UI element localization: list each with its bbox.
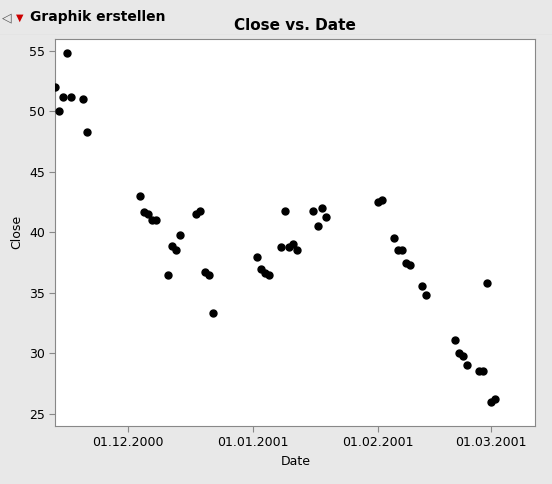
Point xyxy=(204,271,213,279)
Point xyxy=(2,93,11,101)
Point xyxy=(317,204,326,212)
Point xyxy=(144,210,152,218)
Point xyxy=(321,213,330,221)
Point xyxy=(26,126,35,134)
Point xyxy=(418,282,427,289)
Point xyxy=(261,270,269,277)
Point xyxy=(35,81,44,89)
Y-axis label: Close: Close xyxy=(10,215,23,249)
Point xyxy=(422,291,431,299)
Point xyxy=(192,210,201,218)
Point xyxy=(454,349,463,357)
Point xyxy=(264,271,273,279)
Point xyxy=(136,192,145,200)
Point xyxy=(285,243,294,251)
Point xyxy=(463,362,471,369)
Point xyxy=(281,207,290,214)
Point xyxy=(313,222,322,230)
Point xyxy=(200,268,209,276)
Point xyxy=(309,207,318,214)
Point xyxy=(293,246,302,254)
Point xyxy=(30,156,39,164)
Point xyxy=(374,198,383,206)
Point xyxy=(67,93,76,101)
Point xyxy=(482,279,491,287)
Point xyxy=(257,265,266,272)
Point xyxy=(450,336,459,344)
Point xyxy=(172,246,181,254)
Title: Close vs. Date: Close vs. Date xyxy=(235,18,356,33)
Point xyxy=(487,398,496,406)
Point xyxy=(59,93,68,101)
Point xyxy=(39,77,47,85)
Point xyxy=(277,243,285,251)
Point xyxy=(398,246,407,254)
Point xyxy=(208,310,217,318)
Point xyxy=(79,95,88,103)
Point xyxy=(289,241,298,248)
Point xyxy=(253,253,262,260)
Point xyxy=(152,216,161,224)
Point xyxy=(458,352,467,360)
Point xyxy=(176,231,185,239)
Point xyxy=(168,242,177,250)
Point xyxy=(164,271,173,279)
Point xyxy=(378,196,386,203)
Point xyxy=(7,89,15,97)
Text: ◁: ◁ xyxy=(2,11,12,24)
Point xyxy=(196,207,205,214)
Point xyxy=(390,235,399,242)
Point xyxy=(147,216,156,224)
Point xyxy=(402,258,411,266)
Point xyxy=(23,132,31,139)
Point xyxy=(63,49,72,57)
Text: Graphik erstellen: Graphik erstellen xyxy=(30,11,166,24)
Point xyxy=(406,261,415,269)
Point xyxy=(475,368,484,376)
Point xyxy=(479,368,487,376)
Point xyxy=(394,246,402,254)
Point xyxy=(491,395,500,403)
Point xyxy=(140,208,148,215)
Point xyxy=(51,83,60,91)
X-axis label: Date: Date xyxy=(280,455,310,468)
Point xyxy=(83,128,92,136)
Text: ▼: ▼ xyxy=(15,13,23,22)
Point xyxy=(55,107,63,115)
